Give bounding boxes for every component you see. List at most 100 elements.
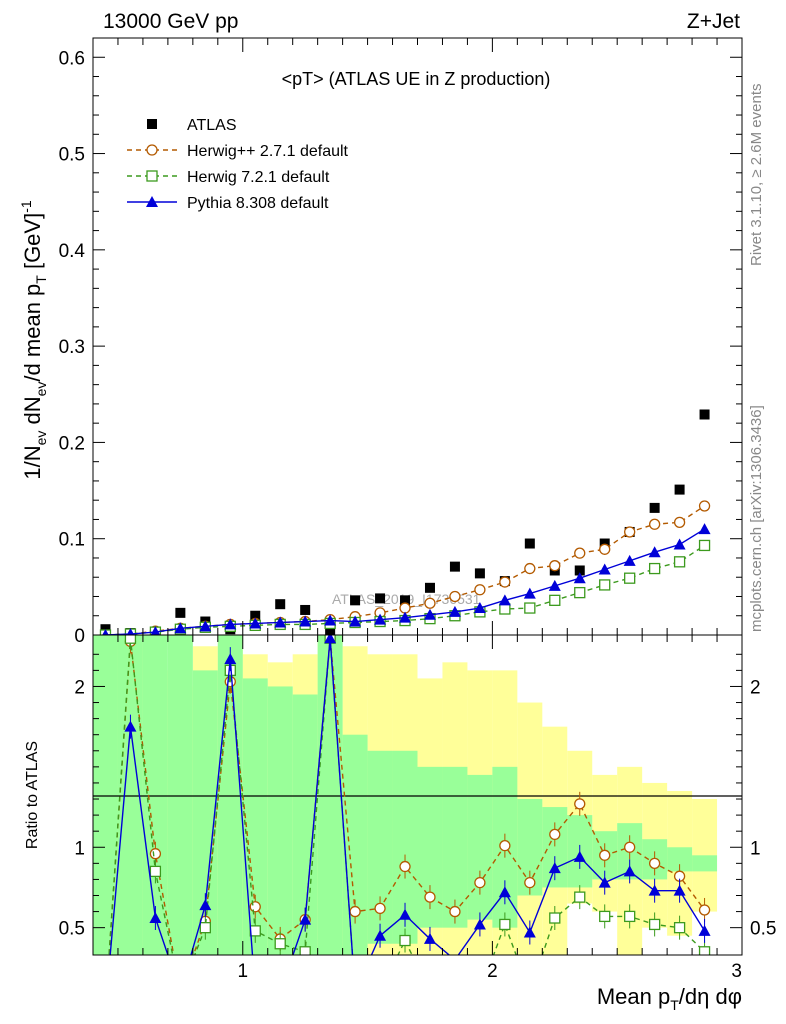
data-point: [499, 576, 511, 588]
data-point: [598, 563, 611, 575]
data-point: [325, 626, 336, 635]
ratio-point: [374, 902, 386, 915]
band-green: [242, 678, 268, 955]
ratio-series-pythia-8-308-default: [109, 635, 711, 955]
data-point: [499, 603, 511, 615]
main-panel: ATLAS_2019_I1736531 00.10.20.30.40.50.6 …: [18, 37, 743, 647]
legend-label: Herwig++ 2.7.1 default: [187, 143, 349, 160]
ratio-ytick-label-right: 2: [750, 677, 761, 698]
data-point: [673, 538, 686, 550]
data-point: [400, 595, 411, 606]
ratio-point: [299, 946, 311, 955]
ratio-point: [249, 925, 261, 937]
data-point: [375, 593, 386, 604]
ratio-point: [399, 934, 411, 947]
band-green: [93, 635, 118, 955]
data-point: [350, 595, 361, 606]
ratio-point: [399, 908, 412, 920]
ratio-point: [473, 918, 486, 930]
x-axis-label: Mean pT/dη dφ: [597, 984, 742, 1013]
ratio-point: [698, 924, 711, 936]
ratio-ytick-label-right: 1: [750, 838, 761, 859]
data-point: [549, 560, 561, 572]
ratio-ytick-label-right: 0.5: [750, 919, 776, 940]
data-point: [623, 554, 636, 566]
main-ytick-label: 0: [74, 626, 85, 647]
xtick-label: 1: [237, 961, 248, 982]
ratio-point: [599, 849, 611, 861]
data-point: [423, 608, 436, 620]
data-point: [624, 526, 636, 538]
data-point: [399, 611, 412, 623]
ratio-point: [574, 891, 586, 903]
ratio-point: [673, 922, 686, 934]
ratio-point: [249, 901, 261, 913]
data-point: [349, 615, 362, 627]
data-point: [449, 561, 460, 572]
ratio-point: [274, 938, 286, 950]
data-point: [199, 620, 212, 632]
data-point: [498, 594, 511, 606]
band-green: [167, 635, 193, 955]
data-point: [473, 602, 486, 614]
legend-item: Herwig 7.2.1 default: [127, 169, 330, 186]
y-axis-label-main: 1/Nev dNev/d mean pT [GeV]-1: [18, 200, 49, 480]
ratio-point: [149, 912, 162, 924]
ratio-ytick-label: 1: [74, 838, 85, 859]
ratio-point: [549, 828, 561, 841]
data-point: [150, 626, 161, 635]
data-point: [648, 546, 661, 558]
legend: ATLAS Herwig++ 2.7.1 default Herwig 7.2.1 …: [127, 117, 349, 212]
band-green: [467, 774, 493, 920]
ratio-point: [324, 635, 337, 644]
data-point: [524, 602, 536, 614]
data-point: [524, 562, 536, 575]
ratio-point: [299, 913, 312, 925]
data-point: [624, 572, 636, 584]
data-point: [674, 484, 685, 495]
main-ytick-label: 0.6: [59, 48, 85, 69]
xtick-label: 2: [487, 961, 498, 982]
ratio-point: [599, 910, 611, 923]
legend-label: Herwig 7.2.1 default: [187, 169, 330, 186]
main-title: <pT> (ATLAS UE in Z production): [282, 69, 551, 89]
data-point: [374, 613, 387, 625]
data-point: [275, 599, 286, 610]
ratio-point: [423, 932, 436, 944]
legend-item: ATLAS: [147, 117, 237, 134]
band-green: [142, 635, 168, 955]
data-point: [573, 572, 586, 584]
legend-marker: [146, 170, 158, 182]
data-point: [300, 604, 311, 615]
ratio-point: [424, 891, 436, 903]
legend-label: ATLAS: [187, 117, 237, 134]
ratio-point: [499, 918, 511, 931]
data-point: [673, 516, 686, 528]
main-ytick-label: 0.1: [59, 530, 85, 551]
band-green: [692, 855, 718, 872]
data-point: [250, 610, 261, 621]
legend-marker: [146, 144, 158, 156]
ratio-point: [499, 840, 511, 852]
data-point: [324, 614, 337, 626]
band-green: [317, 635, 343, 955]
main-ytick-label: 0.4: [59, 241, 86, 262]
ratio-point: [199, 899, 212, 911]
ratio-point: [224, 653, 237, 665]
ratio-ytick-label: 2: [74, 677, 85, 698]
data-point: [448, 605, 461, 617]
svg-text:1/Nev dNev/d mean pT [GeV]-1: 1/Nev dNev/d mean pT [GeV]-1: [18, 200, 49, 480]
data-point: [424, 597, 436, 609]
ratio-point: [698, 946, 711, 955]
data-point: [399, 602, 411, 614]
legend-marker: [147, 119, 157, 129]
ratio-point: [648, 884, 661, 896]
ratio-y-label: Ratio to ATLAS: [24, 741, 41, 849]
ratio-point: [648, 857, 661, 869]
data-point: [524, 538, 535, 549]
rivet-label: Rivet 3.1.10, ≥ 2.6M events: [748, 84, 765, 267]
ratio-point: [624, 910, 636, 923]
ratio-point: [199, 922, 211, 934]
ratio-point: [374, 929, 387, 941]
data-point: [599, 538, 610, 549]
